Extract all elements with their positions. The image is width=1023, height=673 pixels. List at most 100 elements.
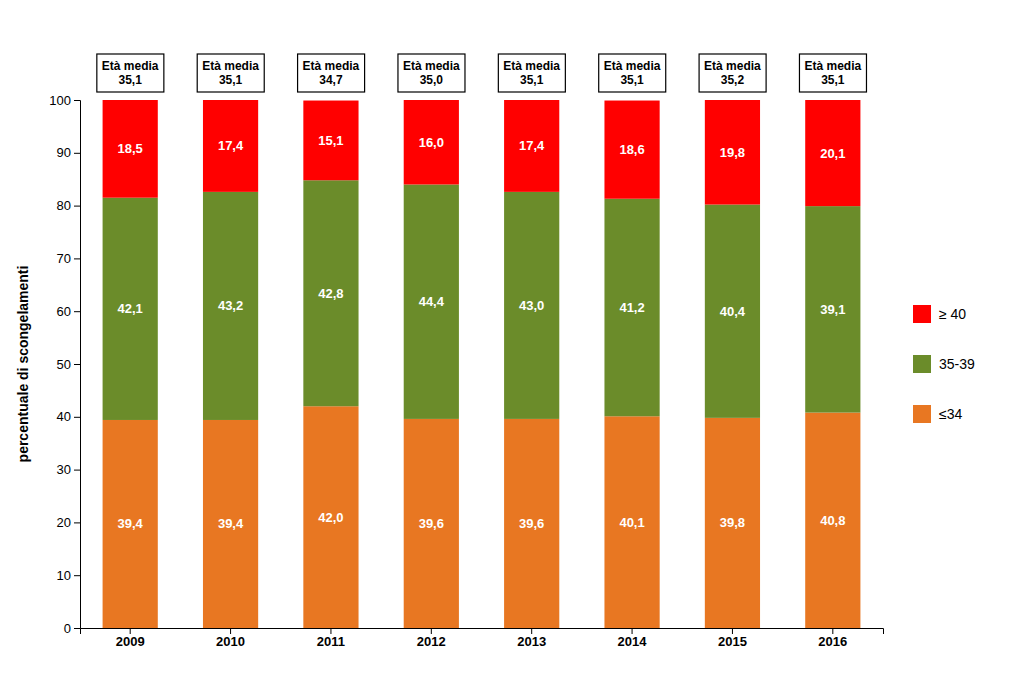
y-tick: 20 bbox=[57, 515, 80, 530]
tick-mark bbox=[74, 575, 80, 576]
tick-label: 80 bbox=[57, 198, 71, 213]
data-label: 39,1 bbox=[820, 302, 845, 317]
legend-swatch bbox=[913, 405, 931, 423]
annotation-box bbox=[498, 54, 565, 92]
annotation-text: Età media35,1 bbox=[202, 59, 259, 87]
tick-mark bbox=[74, 522, 80, 523]
annotation-text: Età media34,7 bbox=[303, 59, 360, 87]
y-tick: 30 bbox=[57, 462, 80, 477]
data-label: 41,2 bbox=[619, 300, 644, 315]
annotation-box bbox=[398, 54, 465, 92]
bar-segment bbox=[805, 100, 860, 206]
bar-segment bbox=[203, 420, 258, 628]
tick-label: 2013 bbox=[517, 634, 546, 649]
y-tick: 80 bbox=[57, 198, 80, 213]
tick-mark bbox=[74, 258, 80, 259]
data-label: 17,4 bbox=[218, 138, 244, 153]
tick-label: 2014 bbox=[618, 634, 648, 649]
bar-segment bbox=[203, 100, 258, 192]
annotation: Età media35,1 bbox=[197, 54, 264, 92]
legend-label: ≥ 40 bbox=[939, 306, 966, 322]
data-label: 39,8 bbox=[720, 515, 745, 530]
bar-segment bbox=[705, 205, 760, 418]
tick-label: 2011 bbox=[317, 634, 345, 649]
bar-segment bbox=[103, 100, 158, 198]
x-tick: 2013 bbox=[517, 628, 546, 649]
tick-label: 10 bbox=[57, 568, 71, 583]
bar-segment bbox=[805, 413, 860, 628]
annotation-box bbox=[298, 54, 365, 92]
tick-mark bbox=[330, 628, 331, 634]
axis-title: percentuale di scongelamenti bbox=[15, 266, 31, 463]
data-label: 44,4 bbox=[419, 294, 445, 309]
data-label: 18,5 bbox=[118, 141, 143, 156]
legend: ≥ 40 35-39 ≤34 bbox=[913, 305, 975, 423]
bar-segment bbox=[303, 180, 358, 406]
bar-segment bbox=[705, 100, 760, 205]
bar-segment bbox=[404, 100, 459, 184]
annotation-box bbox=[599, 54, 666, 92]
tick-mark bbox=[531, 628, 532, 634]
annotation-box bbox=[699, 54, 766, 92]
annotation: Età media35,1 bbox=[799, 54, 866, 92]
tick-label: 40 bbox=[57, 409, 71, 424]
annotation: Età media35,2 bbox=[699, 54, 766, 92]
tick-label: 50 bbox=[57, 357, 71, 372]
tick-mark bbox=[130, 628, 131, 634]
legend-swatch bbox=[913, 305, 931, 323]
data-label: 42,8 bbox=[318, 286, 343, 301]
tick-label: 90 bbox=[57, 145, 71, 160]
tick-mark bbox=[230, 628, 231, 634]
annotation: Età media35,1 bbox=[599, 54, 666, 92]
tick-mark bbox=[74, 470, 80, 471]
y-tick: 70 bbox=[57, 251, 80, 266]
annotation-text: Età media35,1 bbox=[503, 59, 560, 87]
x-axis: 20092010201120122013201420152016 bbox=[81, 628, 884, 649]
data-label: 40,8 bbox=[820, 513, 845, 528]
tick-mark bbox=[431, 628, 432, 634]
annotation-text: Età media35,1 bbox=[804, 59, 861, 87]
plot: 0102030405060708090100200920102011201220… bbox=[15, 54, 975, 649]
bar-segment bbox=[103, 420, 158, 628]
y-tick: 90 bbox=[57, 145, 80, 160]
tick-label: 2015 bbox=[718, 634, 747, 649]
data-label: 39,6 bbox=[519, 516, 544, 531]
annotation-text: Età media35,1 bbox=[102, 59, 159, 87]
y-tick: 0 bbox=[64, 621, 80, 636]
data-label: 43,2 bbox=[218, 298, 243, 313]
data-label: 17,4 bbox=[519, 138, 545, 153]
x-tick: 2010 bbox=[216, 628, 245, 649]
x-tick: 2014 bbox=[618, 628, 648, 649]
legend-label: ≤34 bbox=[939, 406, 962, 422]
y-tick: 10 bbox=[57, 568, 80, 583]
annotation-box bbox=[97, 54, 164, 92]
y-tick: 100 bbox=[49, 93, 80, 108]
bar-segment bbox=[404, 419, 459, 628]
annotation-text: Età media35,1 bbox=[604, 59, 661, 87]
tick-mark bbox=[74, 628, 80, 629]
tick-label: 20 bbox=[57, 515, 71, 530]
data-label: 20,1 bbox=[820, 146, 845, 161]
bar-segment bbox=[303, 406, 358, 628]
tick-mark bbox=[632, 628, 633, 634]
tick-mark bbox=[74, 364, 80, 365]
y-axis: 0102030405060708090100 bbox=[49, 93, 80, 636]
data-label: 18,6 bbox=[619, 142, 644, 157]
bar-segment bbox=[705, 418, 760, 628]
annotation: Età media35,1 bbox=[498, 54, 565, 92]
data-label: 16,0 bbox=[419, 135, 444, 150]
data-label: 40,4 bbox=[720, 304, 746, 319]
legend-item: 35-39 bbox=[913, 355, 975, 373]
x-tick: 2011 bbox=[317, 628, 345, 649]
annotation: Età media35,0 bbox=[398, 54, 465, 92]
bar-segment bbox=[805, 206, 860, 412]
bar-segment bbox=[103, 198, 158, 420]
tick-mark bbox=[74, 153, 80, 154]
data-label: 39,4 bbox=[118, 516, 144, 531]
tick-label: 30 bbox=[57, 462, 71, 477]
annotations: Età media35,1 Età media35,1 Età media34,7 E… bbox=[97, 54, 867, 92]
data-label: 39,4 bbox=[218, 516, 244, 531]
chart: 0102030405060708090100200920102011201220… bbox=[0, 0, 1023, 673]
bars bbox=[103, 100, 861, 628]
legend-item: ≤34 bbox=[913, 405, 962, 423]
